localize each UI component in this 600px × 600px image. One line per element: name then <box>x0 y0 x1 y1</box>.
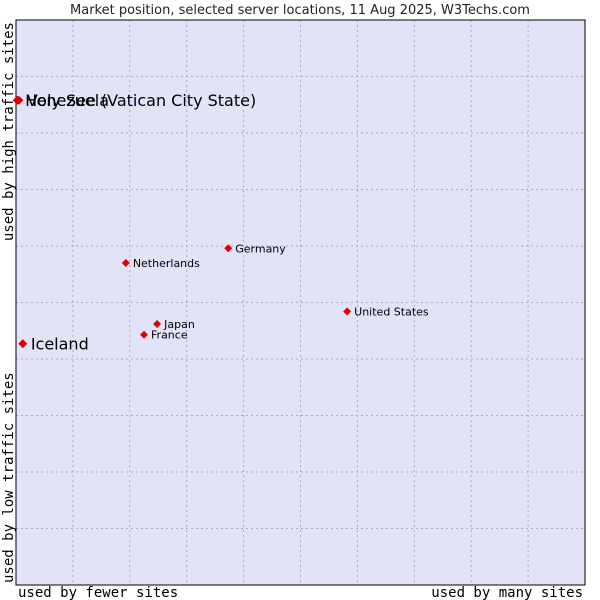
chart-title: Market position, selected server locatio… <box>70 3 530 18</box>
point-label: Germany <box>235 242 286 255</box>
point-label: Japan <box>163 318 195 331</box>
data-points: Holy See (Vatican City State)Venezuela Ic… <box>12 91 429 354</box>
point-marker <box>18 339 28 349</box>
point-marker <box>224 244 233 253</box>
point-label: Venezuela <box>27 91 109 110</box>
x-axis-label-left: used by fewer sites <box>18 585 178 600</box>
x-axis-label-right: used by many sites <box>431 585 583 600</box>
y-axis-label-top: used by high traffic sites <box>1 22 17 241</box>
plot-border <box>15 19 586 586</box>
point-label: France <box>151 329 188 342</box>
grid-lines <box>16 20 585 585</box>
point-label: Holy See (Vatican City State) <box>25 91 256 110</box>
point-marker <box>14 95 24 105</box>
point-marker <box>121 258 130 267</box>
point-marker <box>343 307 352 316</box>
y-axis-label-bottom: used by low traffic sites <box>1 372 17 583</box>
point-marker <box>140 330 149 339</box>
point-label: Iceland <box>31 335 89 354</box>
point-label: Netherlands <box>133 257 200 270</box>
point-marker <box>153 319 162 328</box>
point-label: United States <box>354 306 429 319</box>
